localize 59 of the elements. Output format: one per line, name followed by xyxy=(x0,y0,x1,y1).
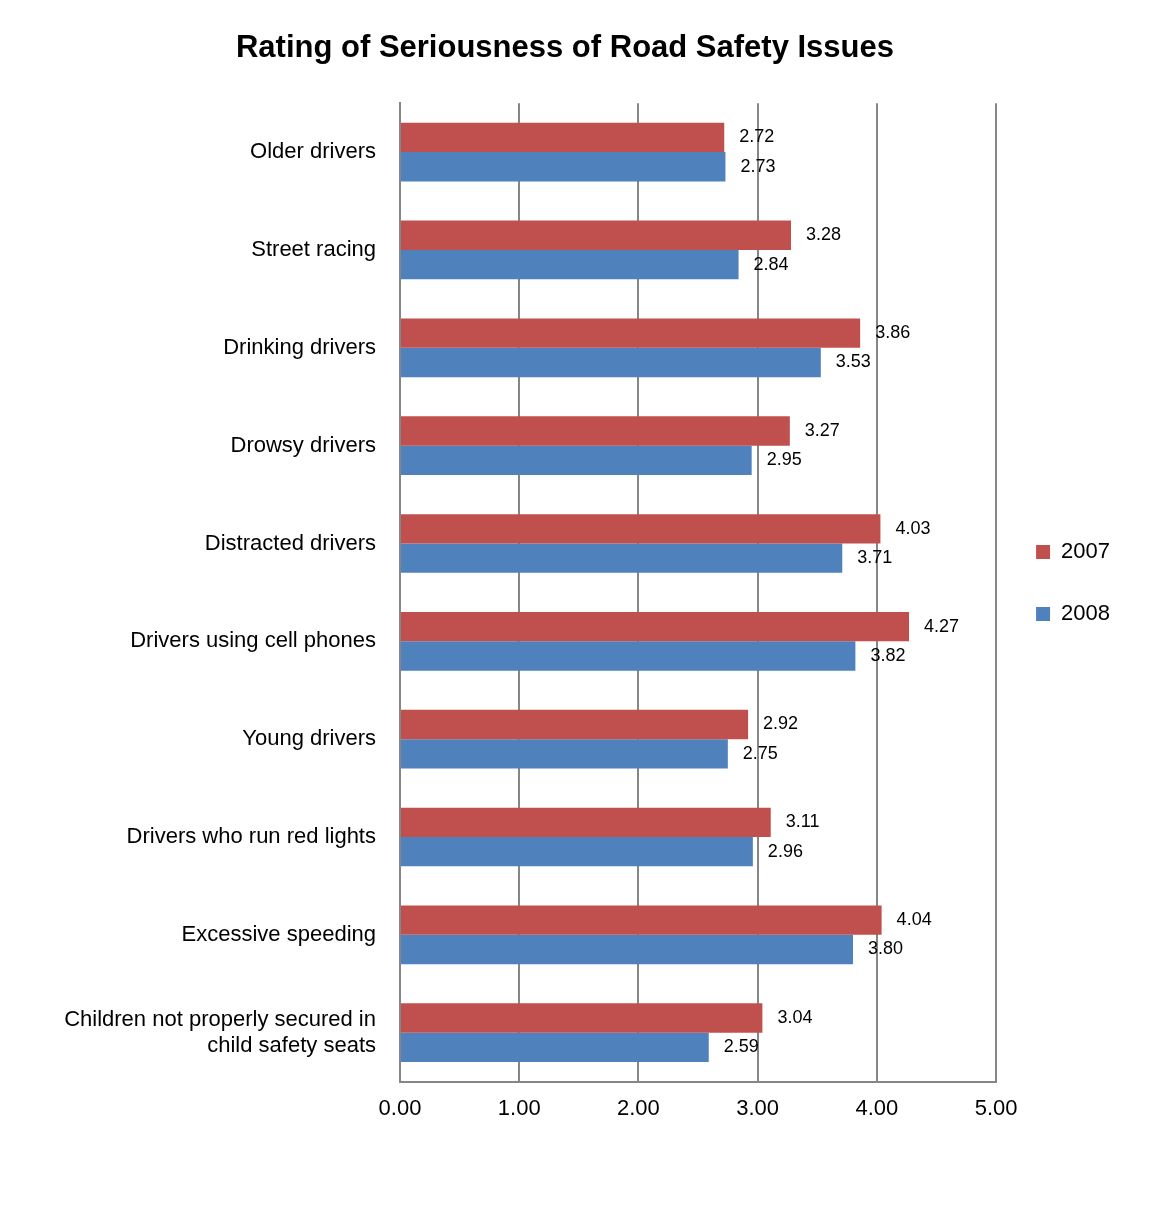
data-label: 4.27 xyxy=(924,615,960,636)
data-label: 2.75 xyxy=(742,742,778,763)
data-label: 2.95 xyxy=(766,449,802,470)
bar xyxy=(401,739,728,769)
data-label: 2.92 xyxy=(763,713,799,734)
y-tick-label: Older drivers xyxy=(250,138,376,164)
y-tick-label: Excessive speeding xyxy=(181,920,376,946)
bar xyxy=(401,611,910,642)
y-tick-label: Drivers using cell phones xyxy=(130,627,376,653)
data-label: 2.72 xyxy=(739,126,775,147)
bar xyxy=(401,1003,763,1033)
y-tick-label: Drowsy drivers xyxy=(230,431,376,457)
bar xyxy=(401,905,882,935)
bar xyxy=(401,641,856,671)
data-label: 3.27 xyxy=(804,419,840,440)
x-tick-label: 0.00 xyxy=(378,1094,422,1120)
data-label: 3.28 xyxy=(806,224,842,245)
x-tick-label: 4.00 xyxy=(855,1094,899,1120)
bar xyxy=(401,122,725,153)
bar xyxy=(401,807,771,837)
bar xyxy=(401,347,821,378)
data-label: 2.84 xyxy=(753,253,789,274)
x-tick-label: 5.00 xyxy=(974,1094,1018,1120)
data-label: 4.04 xyxy=(896,909,932,930)
data-label: 3.86 xyxy=(875,322,911,343)
data-label: 3.82 xyxy=(870,644,906,665)
x-tick-label: 3.00 xyxy=(736,1094,780,1120)
y-tick-label: Drivers who run red lights xyxy=(126,823,376,849)
bar xyxy=(401,220,792,250)
bar xyxy=(401,152,726,182)
bar xyxy=(401,416,790,446)
y-tick-label: Distracted drivers xyxy=(204,529,376,555)
data-label: 4.03 xyxy=(895,517,931,538)
x-tick-label: 1.00 xyxy=(497,1094,541,1120)
legend-label: 2008 xyxy=(1061,600,1111,626)
data-label: 3.71 xyxy=(857,547,893,568)
data-label: 3.04 xyxy=(777,1006,813,1027)
y-tick-label: Young drivers xyxy=(242,725,376,751)
bar xyxy=(401,1032,709,1063)
bar xyxy=(401,709,749,740)
data-label: 2.73 xyxy=(740,155,776,176)
data-label: 3.80 xyxy=(868,938,904,959)
y-tick-label: Street racing xyxy=(251,236,376,262)
bar xyxy=(401,837,753,867)
bar xyxy=(401,934,854,965)
y-tick-label: Children not properly secured in child safety seats xyxy=(64,1005,376,1057)
y-tick-label: Drinking drivers xyxy=(223,333,376,359)
data-label: 3.53 xyxy=(835,351,871,372)
data-label: 2.59 xyxy=(723,1036,759,1057)
bar xyxy=(401,543,843,573)
bar xyxy=(401,249,739,280)
data-label: 3.11 xyxy=(785,811,820,832)
data-label: 2.96 xyxy=(767,840,803,861)
bar xyxy=(401,445,752,475)
chart-title: Rating of Seriousness of Road Safety Issues xyxy=(235,29,895,65)
legend-label: 2007 xyxy=(1061,538,1111,564)
x-tick-label: 2.00 xyxy=(617,1094,660,1120)
bar xyxy=(401,514,881,544)
bar xyxy=(401,318,861,348)
